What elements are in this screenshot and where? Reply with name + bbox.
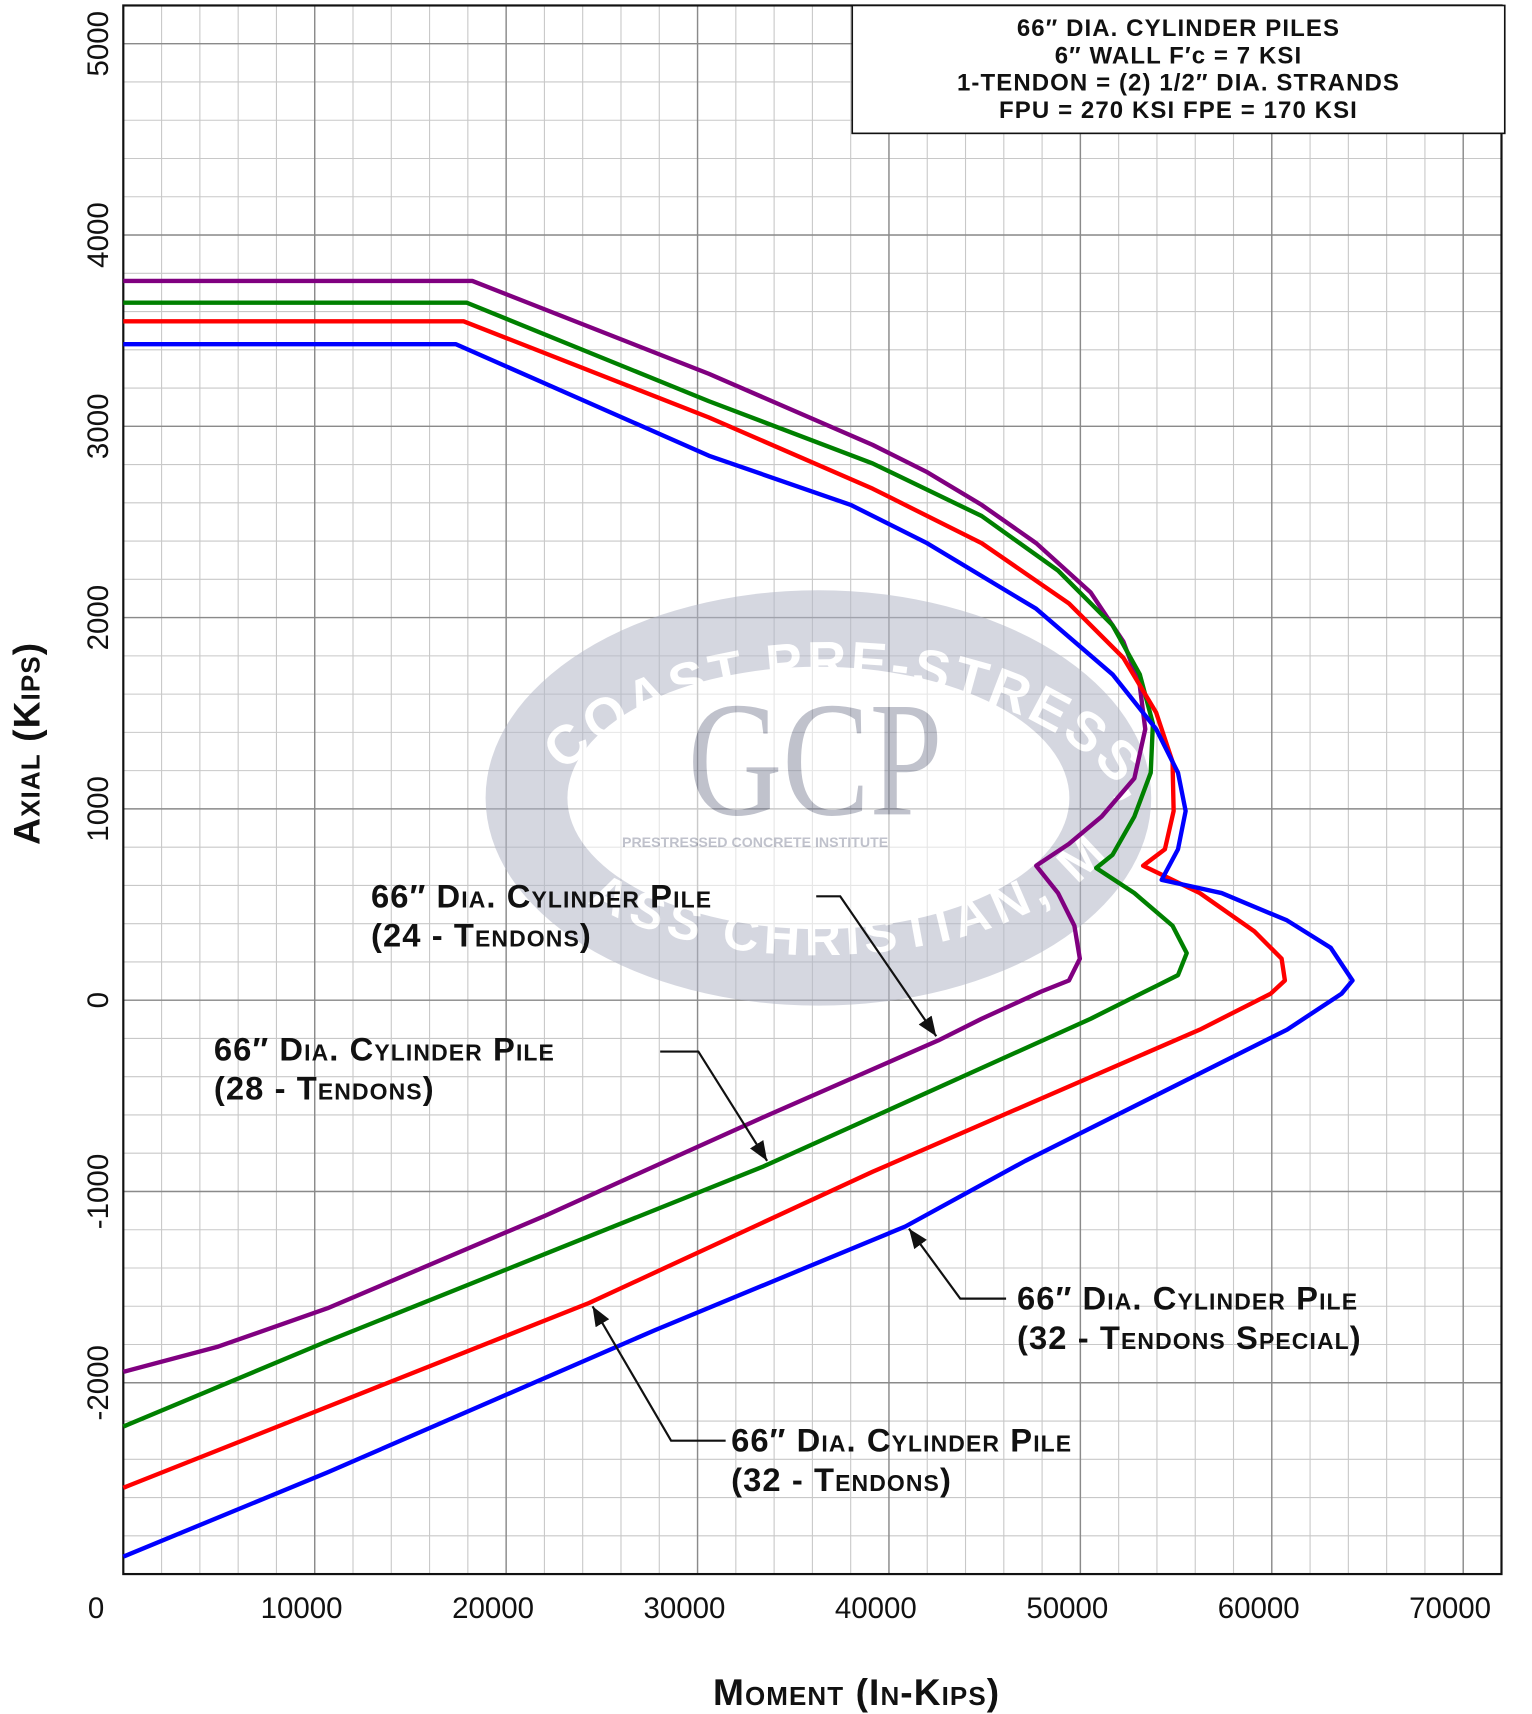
x-tick-label: 20000: [452, 1592, 534, 1625]
y-axis-label: Axial (Kips): [5, 642, 47, 845]
annotation-text: (32 - Tendons Special): [1017, 1319, 1362, 1356]
annotation-text: (28 - Tendons): [214, 1070, 435, 1107]
annotation-text: 66″ Dia. Cylinder Pile: [371, 877, 712, 914]
x-tick-label: 50000: [1026, 1592, 1108, 1625]
annotation-arrow: [660, 1050, 769, 1162]
curve: [122, 278, 1148, 1374]
watermark-logo: GCP: [688, 670, 943, 851]
watermark-center: [567, 666, 1070, 930]
info-line: 1-TENDON = (2) 1/2″ DIA. STRANDS: [957, 70, 1400, 97]
y-tick-label: -1000: [82, 1154, 115, 1229]
y-tick-label: 5000: [82, 11, 115, 77]
x-tick-label: 60000: [1218, 1592, 1300, 1625]
info-line: 6″ WALL F′c = 7 KSI: [1055, 42, 1303, 69]
x-axis-label: Moment (In-Kips): [713, 1671, 1000, 1713]
watermark-institute: PRESTRESSED CONCRETE INSTITUTE: [622, 835, 888, 851]
annotation-arrow: [908, 1227, 1007, 1300]
curve: [122, 342, 1355, 1559]
y-tick-label: 3000: [82, 393, 115, 459]
y-tick-label: 4000: [82, 202, 115, 268]
annotation-text: 66″ Dia. Cylinder Pile: [731, 1422, 1072, 1459]
annotation-arrow: [816, 895, 938, 1037]
annotation-text: 66″ Dia. Cylinder Pile: [214, 1030, 555, 1067]
info-line: 66″ DIA. CYLINDER PILES: [1017, 15, 1340, 42]
x-tick-label: 30000: [644, 1592, 726, 1625]
y-tick-label: 2000: [82, 585, 115, 651]
x-tick-label: 70000: [1409, 1592, 1491, 1625]
x-tick-label: 40000: [835, 1592, 917, 1625]
y-tick-label: 1000: [82, 776, 115, 842]
annotation-arrow: [591, 1305, 726, 1442]
curve: [122, 319, 1288, 1490]
annotation-text: 66″ Dia. Cylinder Pile: [1017, 1280, 1358, 1317]
x-tick-label: 10000: [261, 1592, 343, 1625]
curve: [122, 300, 1189, 1429]
info-box: [851, 4, 1506, 135]
y-tick-label: 0: [82, 992, 115, 1008]
plot-border: [122, 4, 1503, 1576]
info-line: FPU = 270 KSI FPE = 170 KSI: [999, 97, 1358, 124]
x-tick-label: 0: [88, 1592, 104, 1625]
y-tick-label: -2000: [82, 1345, 115, 1420]
annotation-text: (32 - Tendons): [731, 1461, 952, 1498]
annotation-text: (24 - Tendons): [371, 917, 592, 954]
